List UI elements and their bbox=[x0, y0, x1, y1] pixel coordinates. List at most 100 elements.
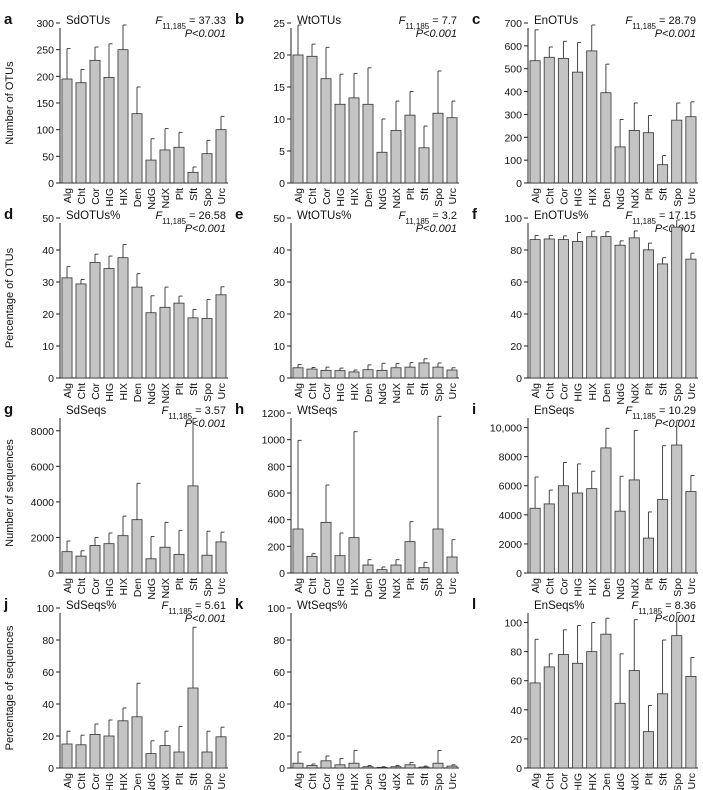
bar bbox=[145, 159, 157, 184]
y-tick-label: 50 bbox=[42, 213, 54, 225]
x-tick-label: Cht bbox=[307, 773, 319, 789]
bar bbox=[657, 164, 669, 184]
y-axis-label: Number of sequences bbox=[4, 439, 16, 547]
panel-title: EnSeqs bbox=[534, 405, 575, 417]
x-tick-label: Plt bbox=[405, 383, 417, 395]
x-tick-label: Den bbox=[132, 578, 144, 597]
x-tick-label: Sft bbox=[658, 188, 670, 201]
f-statistic: F11,185 = 10.29 bbox=[625, 405, 696, 421]
bar bbox=[671, 226, 683, 379]
y-tick-label: 20 bbox=[273, 731, 285, 743]
x-tick-label: Spo bbox=[433, 188, 445, 207]
y-tick-label: 40 bbox=[273, 245, 285, 257]
x-tick-label: Spo bbox=[202, 578, 214, 597]
bar bbox=[334, 764, 346, 769]
bar bbox=[215, 294, 227, 379]
bar bbox=[348, 97, 360, 184]
x-tick-label: Sft bbox=[188, 578, 200, 591]
bar bbox=[432, 762, 444, 769]
y-tick-label: 40 bbox=[42, 245, 54, 257]
p-value: P<0.001 bbox=[655, 28, 696, 40]
y-tick-label: 4000 bbox=[31, 497, 55, 509]
y-axis-label: Number of OTUs bbox=[4, 61, 16, 145]
bar bbox=[390, 766, 402, 769]
x-tick-label: NdG bbox=[615, 773, 627, 790]
f-symbol: F bbox=[399, 15, 407, 27]
y-tick-label: 200 bbox=[504, 132, 522, 144]
bar bbox=[404, 764, 416, 769]
x-tick-label: Sft bbox=[658, 383, 670, 396]
bar bbox=[201, 153, 213, 184]
panel-h: h WtSeqs 0 200 400 600 800 1000 1200 Alg Cht Cor HIG… bbox=[235, 401, 459, 600]
x-tick-label: NdX bbox=[391, 188, 403, 208]
bar bbox=[529, 507, 541, 574]
panel-title: SdSeqs bbox=[66, 405, 107, 417]
bar bbox=[348, 762, 360, 769]
y-tick-label: 500 bbox=[504, 64, 522, 76]
bar bbox=[614, 244, 626, 379]
bar bbox=[362, 766, 374, 769]
panel-title: SdSeqs% bbox=[66, 600, 117, 612]
x-tick-label: Sft bbox=[188, 773, 200, 786]
f-degrees: 11,185 bbox=[168, 412, 192, 421]
x-tick-label: Cor bbox=[558, 382, 570, 399]
f-value: = 8.36 bbox=[665, 600, 696, 612]
y-tick-label: 80 bbox=[510, 245, 522, 257]
x-tick-label: Urc bbox=[686, 383, 698, 399]
x-tick-label: Spo bbox=[672, 578, 684, 597]
y-tick-label: 80 bbox=[42, 635, 54, 647]
bar bbox=[334, 555, 346, 574]
bar bbox=[543, 238, 555, 379]
y-tick-label: 200 bbox=[36, 71, 54, 83]
bar bbox=[642, 731, 654, 769]
bar bbox=[557, 239, 569, 379]
x-tick-label: HIX bbox=[349, 188, 361, 206]
x-tick-label: Spo bbox=[202, 383, 214, 402]
x-tick-label: Plt bbox=[405, 578, 417, 590]
bar bbox=[159, 149, 171, 184]
y-tick-label: 100 bbox=[36, 603, 54, 615]
x-tick-label: Alg bbox=[293, 773, 305, 788]
y-tick-label: 0 bbox=[516, 373, 522, 385]
y-tick-label: 300 bbox=[36, 18, 54, 30]
x-tick-label: Cor bbox=[321, 382, 333, 399]
x-tick-label: Urc bbox=[447, 383, 459, 399]
panel-a: a SdOTUs F11,185 = 37.33P<0.001 0 50 100 150 200… bbox=[4, 11, 228, 210]
bar bbox=[215, 736, 227, 769]
bar bbox=[131, 716, 143, 769]
x-tick-label: Plt bbox=[405, 773, 417, 785]
x-tick-label: Alg bbox=[530, 383, 542, 398]
y-tick-label: 10 bbox=[273, 114, 285, 126]
x-tick-label: Spo bbox=[433, 773, 445, 790]
bar bbox=[557, 654, 569, 769]
panel-e: e WtOTUs% F11,185 = 3.2P<0.001 0 10 20 30 40 50 Al… bbox=[235, 206, 459, 405]
p-value: P<0.001 bbox=[185, 223, 226, 235]
x-tick-label: HIG bbox=[104, 383, 116, 402]
x-tick-label: HIX bbox=[587, 578, 599, 596]
y-tick-label: 400 bbox=[267, 515, 285, 527]
x-tick-label: HIG bbox=[104, 578, 116, 597]
y-tick-label: 0 bbox=[516, 763, 522, 775]
y-tick-label: 600 bbox=[504, 41, 522, 53]
bar bbox=[215, 541, 227, 574]
y-tick-label: 150 bbox=[36, 98, 54, 110]
panel-l: l EnSeqs% F11,185 = 8.36P<0.001 0 20 40 60 80 100… bbox=[472, 596, 698, 790]
bar bbox=[572, 241, 584, 379]
bar bbox=[572, 492, 584, 574]
x-tick-label: Plt bbox=[643, 578, 655, 590]
x-tick-label: Spo bbox=[202, 188, 214, 207]
x-tick-label: NdX bbox=[391, 578, 403, 598]
y-tick-label: 0 bbox=[279, 373, 285, 385]
f-symbol: F bbox=[155, 210, 163, 222]
x-tick-label: Urc bbox=[447, 578, 459, 594]
bar bbox=[320, 369, 332, 379]
panel-d: d SdOTUs% F11,185 = 26.58P<0.001 0 10 20 30 40 50… bbox=[4, 206, 228, 405]
y-tick-label: 8000 bbox=[31, 426, 55, 438]
f-statistic: F11,185 = 7.7 bbox=[399, 15, 457, 31]
f-value: = 10.29 bbox=[659, 405, 696, 417]
panel-label: b bbox=[235, 11, 244, 28]
bar bbox=[75, 555, 87, 574]
x-tick-label: Plt bbox=[174, 773, 186, 785]
x-tick-label: Urc bbox=[686, 188, 698, 204]
